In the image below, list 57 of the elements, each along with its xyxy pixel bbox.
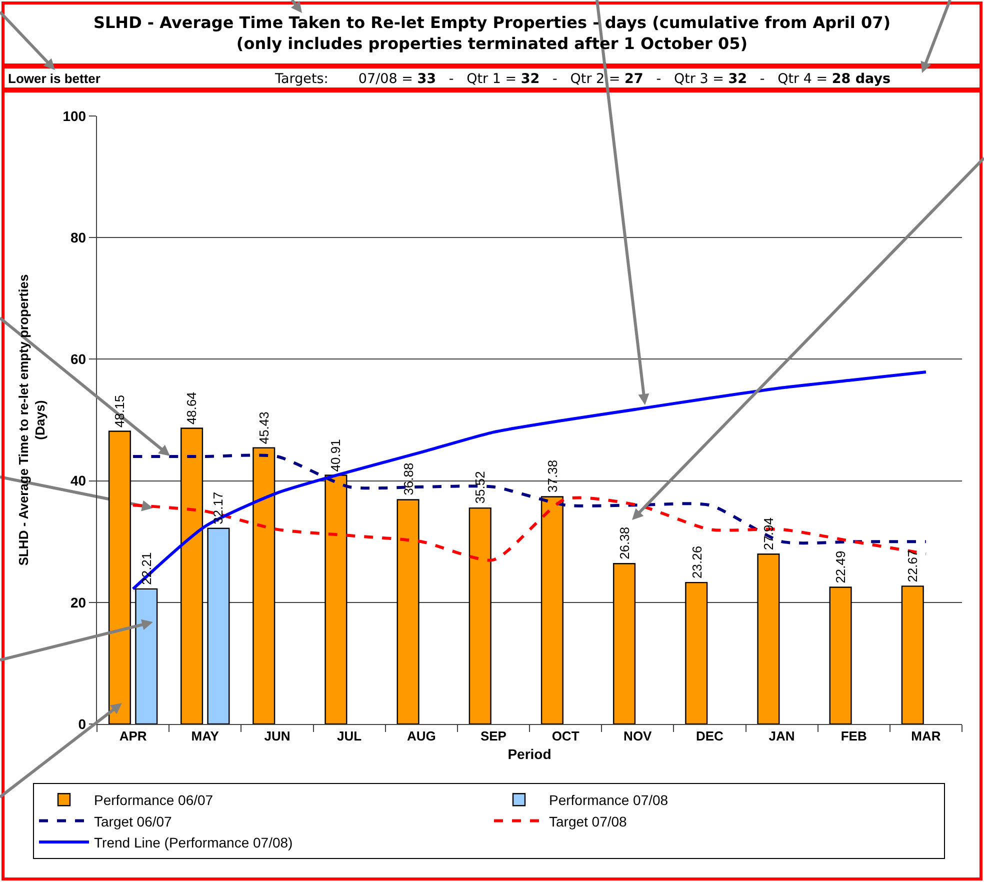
x-tick-label: NOV (624, 728, 652, 744)
y-tick-label: 20 (70, 594, 86, 610)
bar (468, 507, 492, 724)
y-tick-label: 60 (70, 351, 86, 368)
bar (757, 554, 780, 724)
x-tick-label: JUL (337, 728, 362, 744)
legend-label: Target 06/07 (94, 813, 172, 830)
x-tick-label: APR (119, 728, 148, 744)
y-tick-label: 40 (70, 472, 86, 489)
data-label: 22.49 (832, 550, 848, 584)
x-tick-label: JAN (768, 728, 795, 744)
y-tick-label: 80 (70, 230, 86, 246)
x-tick-label: OCT (552, 728, 580, 744)
data-label: 48.15 (112, 394, 127, 428)
x-tick-label: DEC (696, 728, 724, 744)
data-label: 37.38 (544, 460, 560, 492)
x-tick-label: SEP (480, 728, 507, 744)
x-tick-label: AUG (406, 728, 436, 744)
bar (613, 563, 636, 724)
y-tick-label: 0 (78, 716, 86, 732)
bar (324, 474, 348, 724)
bar (540, 496, 564, 724)
bar (207, 528, 230, 724)
legend-label: Performance 06/07 (94, 792, 214, 808)
data-label: 40.91 (328, 439, 344, 472)
data-label: 23.26 (689, 546, 704, 578)
text: Targets: 07/08 = 33 - Qtr 1 = 32 - Qtr 2 = 27 - Qtr 3 = 32 - Qtr 4 = 28 days (275, 71, 891, 87)
x-tick-label: JUN (264, 728, 290, 744)
bar (135, 588, 158, 724)
x-tick-label: FEB (840, 728, 867, 744)
data-label: 45.43 (256, 412, 272, 444)
data-label: 36.88 (400, 462, 416, 496)
data-label: 22.21 (138, 552, 154, 585)
text: Lower is better (8, 71, 100, 86)
data-label: 27.94 (760, 518, 776, 550)
legend-label: Target 07/08 (549, 813, 628, 830)
data-label: 48.64 (184, 392, 200, 425)
y-axis-title: SLHD - Average Time to re-let empty properties (Days) (16, 274, 48, 566)
legend-label: Trend Line (Performance 07/08) (94, 834, 293, 850)
line-series (132, 370, 928, 591)
x-axis-title: Period (508, 746, 552, 762)
bar (108, 430, 131, 724)
bar (685, 582, 708, 724)
bar (829, 586, 852, 724)
data-label: 32.17 (210, 492, 226, 524)
data-label: 22.67 (904, 550, 920, 582)
chart-title: SLHD - Average Time Taken to Re-let Empty Properties - days (cumulative from April 07) (only includes properties terminated after 1 October 05) (93, 13, 891, 54)
legend-label: Performance 07/08 (549, 792, 668, 808)
data-label: 26.38 (617, 526, 632, 560)
bar (180, 428, 204, 724)
x-tick-label: MAR (911, 728, 942, 744)
y-tick-label: 100 (62, 108, 86, 124)
data-label: 35.52 (472, 471, 488, 504)
bar (901, 586, 924, 724)
bar (252, 447, 276, 724)
bar (396, 499, 420, 724)
x-tick-label: MAY (191, 728, 220, 744)
